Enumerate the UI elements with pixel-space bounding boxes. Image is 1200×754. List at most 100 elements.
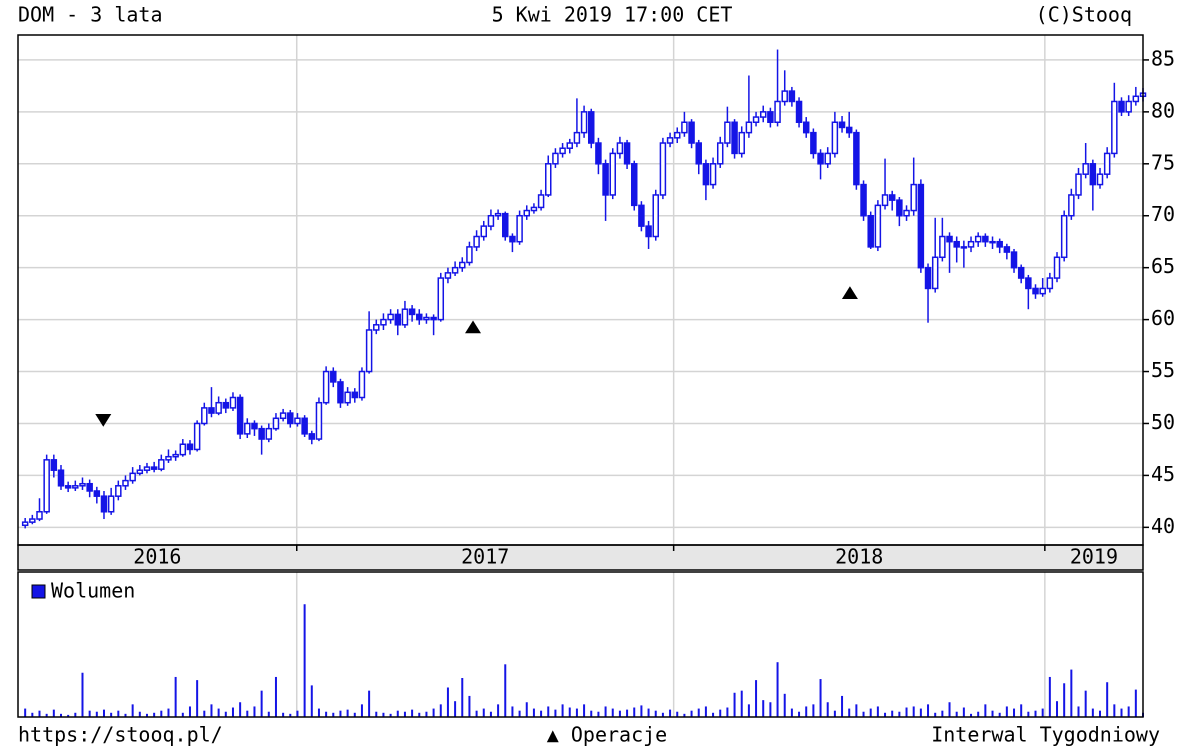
candle-body xyxy=(759,111,767,118)
candle-body xyxy=(573,131,581,144)
volume-bar xyxy=(862,711,865,717)
volume-bar xyxy=(389,713,392,717)
volume-bar xyxy=(296,710,299,717)
candle-body xyxy=(817,152,824,165)
candle-body xyxy=(265,427,273,440)
candle-body xyxy=(580,111,588,134)
candle-body xyxy=(165,455,172,461)
candle-body xyxy=(910,183,917,212)
volume-bar xyxy=(360,704,363,717)
volume-bar xyxy=(805,706,808,717)
candle-body xyxy=(810,131,817,155)
candle-body xyxy=(824,152,831,165)
year-frame xyxy=(17,544,1144,571)
candle-body xyxy=(616,142,624,155)
y-tick-label: 60 xyxy=(1151,306,1175,330)
operation-marker xyxy=(465,320,482,334)
volume-bar xyxy=(124,713,127,717)
y-tick-label: 65 xyxy=(1151,254,1175,278)
volume-bar xyxy=(497,704,500,717)
candle-body xyxy=(960,246,968,249)
volume-bar xyxy=(554,709,557,717)
candle-body xyxy=(688,121,695,144)
volume-bar xyxy=(690,710,693,717)
candle-body xyxy=(709,163,717,186)
volume-bar xyxy=(798,711,801,717)
y-tick-label: 85 xyxy=(1151,46,1175,70)
candle-body xyxy=(215,401,222,414)
candle-body xyxy=(208,407,215,414)
candle-body xyxy=(638,204,645,227)
volume-bar xyxy=(153,712,156,717)
candle-body xyxy=(695,142,702,165)
candle-body xyxy=(974,235,982,243)
volume-bar xyxy=(1077,706,1080,717)
volume-bar xyxy=(518,710,521,717)
volume-bar xyxy=(110,712,113,717)
candle-body xyxy=(193,422,201,451)
volume-bar xyxy=(432,708,435,717)
volume-bar xyxy=(231,707,234,717)
candle-body xyxy=(473,235,480,248)
candle-body xyxy=(129,472,136,482)
candle-body xyxy=(330,370,337,383)
volume-bar xyxy=(181,712,184,717)
volume-bar xyxy=(747,704,750,717)
volume-bar xyxy=(81,672,84,717)
volume-bar xyxy=(855,704,858,717)
volume-bar xyxy=(934,712,937,717)
volume-bar xyxy=(489,711,492,717)
volume-bar xyxy=(905,707,908,717)
candle-body xyxy=(537,194,545,209)
candle-body xyxy=(416,313,423,321)
volume-bar xyxy=(439,704,442,717)
volume-bar xyxy=(74,712,77,717)
volume-bar xyxy=(1113,704,1116,717)
volume-bar xyxy=(919,708,922,717)
candle-body xyxy=(767,111,774,124)
candle-body xyxy=(394,313,402,326)
candle-body xyxy=(896,199,903,217)
candle-body xyxy=(1082,163,1089,175)
volume-bar xyxy=(712,712,715,717)
volume-bar xyxy=(24,708,27,717)
candle-body xyxy=(272,417,280,430)
candle-body xyxy=(724,121,731,144)
candle-body xyxy=(788,90,796,103)
candle-body xyxy=(630,163,638,207)
volume-bar xyxy=(203,710,206,717)
volume-bar xyxy=(626,709,629,717)
volume-bar xyxy=(568,707,571,717)
volume-bar xyxy=(1134,689,1137,717)
candle-body xyxy=(158,459,165,470)
candle-body xyxy=(387,313,394,321)
volume-bar xyxy=(755,680,758,717)
volume-bar xyxy=(769,702,772,717)
volume-bar xyxy=(210,704,213,717)
candle-body xyxy=(545,163,552,196)
candle-body xyxy=(609,152,616,196)
candle-body xyxy=(702,163,710,186)
volume-bar xyxy=(525,702,528,717)
candle-body xyxy=(1010,251,1018,269)
volume-bar xyxy=(102,709,105,717)
volume-bar xyxy=(167,708,170,717)
candle-body xyxy=(953,240,960,248)
operation-marker xyxy=(95,413,112,427)
candle-body xyxy=(903,209,910,217)
candle-body xyxy=(337,381,344,404)
volume-bar xyxy=(117,710,120,717)
volume-bar xyxy=(174,676,177,717)
volume-bar xyxy=(654,710,657,717)
volume-bar xyxy=(239,702,242,717)
candle-body xyxy=(172,453,179,458)
candle-body xyxy=(946,235,953,243)
candle-body xyxy=(122,479,129,487)
candle-body xyxy=(838,121,846,129)
candle-body xyxy=(100,495,108,513)
candle-body xyxy=(659,142,667,196)
candle-body xyxy=(86,482,93,492)
candle-body xyxy=(258,427,265,440)
volume-bar xyxy=(676,711,679,717)
